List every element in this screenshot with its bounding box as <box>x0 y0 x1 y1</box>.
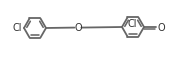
Text: O: O <box>157 23 165 33</box>
Text: O: O <box>74 23 82 33</box>
Text: Cl: Cl <box>128 19 137 29</box>
Text: Cl: Cl <box>13 23 23 33</box>
